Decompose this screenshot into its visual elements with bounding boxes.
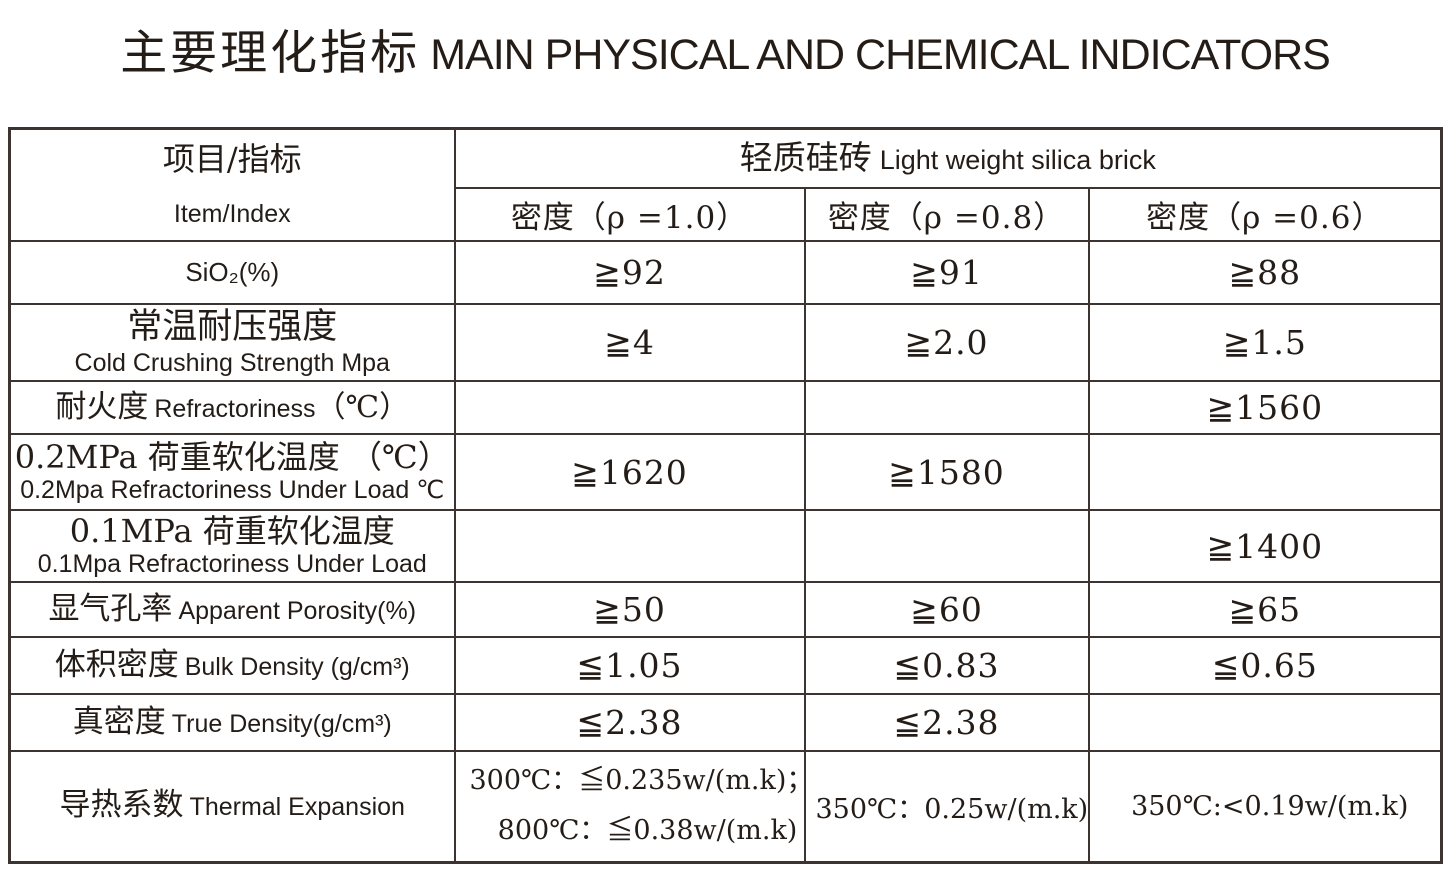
header-item-en: Item/Index — [173, 200, 291, 228]
value-cell — [803, 380, 1090, 435]
table-row: SiO₂(%) ≧92 ≧91 ≧88 — [8, 240, 1443, 305]
value-cell: ≧50 — [453, 581, 806, 638]
header-density-1-0: 密度（ρ =1.0） — [453, 186, 806, 243]
row-label-sio2-text: SiO₂(%) — [185, 256, 280, 287]
table-row: 常温耐压强度 Cold Crushing Strength Mpa ≧4 ≧2.… — [8, 303, 1443, 382]
value-cell: ≧60 — [803, 581, 1090, 638]
row-label-rul-0-2mpa: 0.2MPa 荷重软化温度 （℃） 0.2Mpa Refractoriness … — [8, 433, 456, 511]
value-cell: ≧1.5 — [1087, 303, 1443, 382]
value-cell: ≦2.38 — [803, 693, 1090, 752]
row-label-en: Thermal Expansion — [189, 793, 405, 822]
value-cell: ≧1560 — [1087, 380, 1443, 435]
header-group-zh: 轻质硅砖 — [739, 138, 872, 178]
value-cell: ≧1620 — [453, 433, 806, 511]
value-cell — [1087, 693, 1443, 752]
header-group-en: Light weight silica brick — [879, 145, 1156, 176]
value-cell: ≦2.38 — [453, 693, 806, 752]
page-title-en: MAIN PHYSICAL AND CHEMICAL INDICATORS — [430, 31, 1331, 79]
row-label-rul-0-1mpa: 0.1MPa 荷重软化温度 0.1Mpa Refractoriness Unde… — [8, 509, 456, 583]
value-cell: ≧65 — [1087, 581, 1443, 638]
row-label-en: Bulk Density (g/cm³) — [184, 652, 410, 681]
header-density-0-6: 密度（ρ =0.6） — [1087, 186, 1443, 243]
thermal-value-line-300c: 300℃：≦0.235w/(m.k)； — [469, 765, 805, 797]
value-cell — [1087, 433, 1443, 511]
row-label-cold-crushing-strength: 常温耐压强度 Cold Crushing Strength Mpa — [8, 303, 456, 382]
value-cell — [803, 509, 1090, 583]
value-cell: ≦0.83 — [803, 636, 1090, 695]
row-label-suffix: （℃） — [315, 389, 410, 425]
row-label-refractoriness: 耐火度 Refractoriness（℃） — [8, 380, 456, 435]
value-cell: ≧1400 — [1087, 509, 1443, 583]
row-label-en: 0.1Mpa Refractoriness Under Load — [37, 550, 427, 579]
table-row: 体积密度 Bulk Density (g/cm³) ≦1.05 ≦0.83 ≦0.… — [8, 636, 1443, 695]
thermal-value-350c: 350℃:<0.19w/(m.k) — [1131, 790, 1409, 822]
row-label-zh: 体积密度 — [54, 646, 179, 683]
table-row: 导热系数 Thermal Expansion 300℃：≦0.235w/(m.k)… — [8, 750, 1443, 863]
value-cell: ≧4 — [453, 303, 806, 382]
value-cell — [453, 509, 806, 583]
table-row: 显气孔率 Apparent Porosity(%) ≧50 ≧60 ≧65 — [8, 581, 1443, 638]
table-row: 0.1MPa 荷重软化温度 0.1Mpa Refractoriness Unde… — [8, 509, 1443, 583]
value-cell: ≧2.0 — [803, 303, 1090, 382]
row-label-zh: 导热系数 — [59, 787, 184, 824]
value-cell-thermal-0-6: 350℃:<0.19w/(m.k) — [1087, 750, 1443, 863]
table-row: 耐火度 Refractoriness（℃） ≧1560 — [8, 380, 1443, 435]
header-group-silica-brick: 轻质硅砖 Light weight silica brick — [453, 127, 1443, 189]
row-label-zh: 0.2MPa 荷重软化温度 （℃） — [14, 437, 450, 476]
row-label-zh: 显气孔率 — [48, 590, 173, 627]
value-cell: ≦0.65 — [1087, 636, 1443, 695]
indicators-table: 项目/指标 Item/Index 轻质硅砖 Light weight silica… — [8, 127, 1444, 864]
table-row: 真密度 True Density(g/cm³) ≦2.38 ≦2.38 — [8, 693, 1443, 752]
row-label-bulk-density: 体积密度 Bulk Density (g/cm³) — [8, 636, 456, 695]
value-cell: ≦1.05 — [453, 636, 806, 695]
value-cell-thermal-0-8: 350℃：0.25w/(m.k) — [803, 750, 1090, 863]
page-title: 主要理化指标 MAIN PHYSICAL AND CHEMICAL INDICAT… — [0, 14, 1450, 83]
header-item-zh: 项目/指标 — [162, 139, 302, 178]
row-label-sio2: SiO₂(%) — [8, 240, 456, 305]
row-label-zh: 0.1MPa 荷重软化温度 — [69, 511, 395, 550]
row-label-zh: 耐火度 — [55, 388, 149, 425]
row-label-true-density: 真密度 True Density(g/cm³) — [8, 693, 456, 752]
row-label-zh: 真密度 — [72, 703, 166, 740]
row-label-apparent-porosity: 显气孔率 Apparent Porosity(%) — [8, 581, 456, 638]
header-density-0-8: 密度（ρ =0.8） — [803, 186, 1090, 243]
thermal-value-350c: 350℃：0.25w/(m.k) — [815, 793, 1089, 825]
row-label-en: True Density(g/cm³) — [171, 709, 392, 738]
row-label-en: Apparent Porosity(%) — [178, 596, 417, 625]
row-label-zh: 常温耐压强度 — [127, 307, 338, 348]
value-cell: ≧88 — [1087, 240, 1443, 305]
value-cell — [453, 380, 806, 435]
header-item-index: 项目/指标 Item/Index — [8, 127, 456, 242]
row-label-thermal-conductivity: 导热系数 Thermal Expansion — [8, 750, 456, 863]
row-label-en: 0.2Mpa Refractoriness Under Load ℃ — [20, 476, 445, 505]
row-label-en: Refractoriness — [154, 394, 316, 423]
value-cell: ≧1580 — [803, 433, 1090, 511]
value-cell-thermal-1-0: 300℃：≦0.235w/(m.k)； 800℃：≦0.38w/(m.k) — [453, 750, 806, 863]
table-row: 0.2MPa 荷重软化温度 （℃） 0.2Mpa Refractoriness … — [8, 433, 1443, 511]
row-label-en: Cold Crushing Strength Mpa — [74, 348, 390, 377]
thermal-value-line-800c: 800℃：≦0.38w/(m.k) — [497, 815, 798, 847]
value-cell: ≧92 — [453, 240, 806, 305]
value-cell: ≧91 — [803, 240, 1090, 305]
page-title-zh: 主要理化指标 — [120, 26, 421, 81]
